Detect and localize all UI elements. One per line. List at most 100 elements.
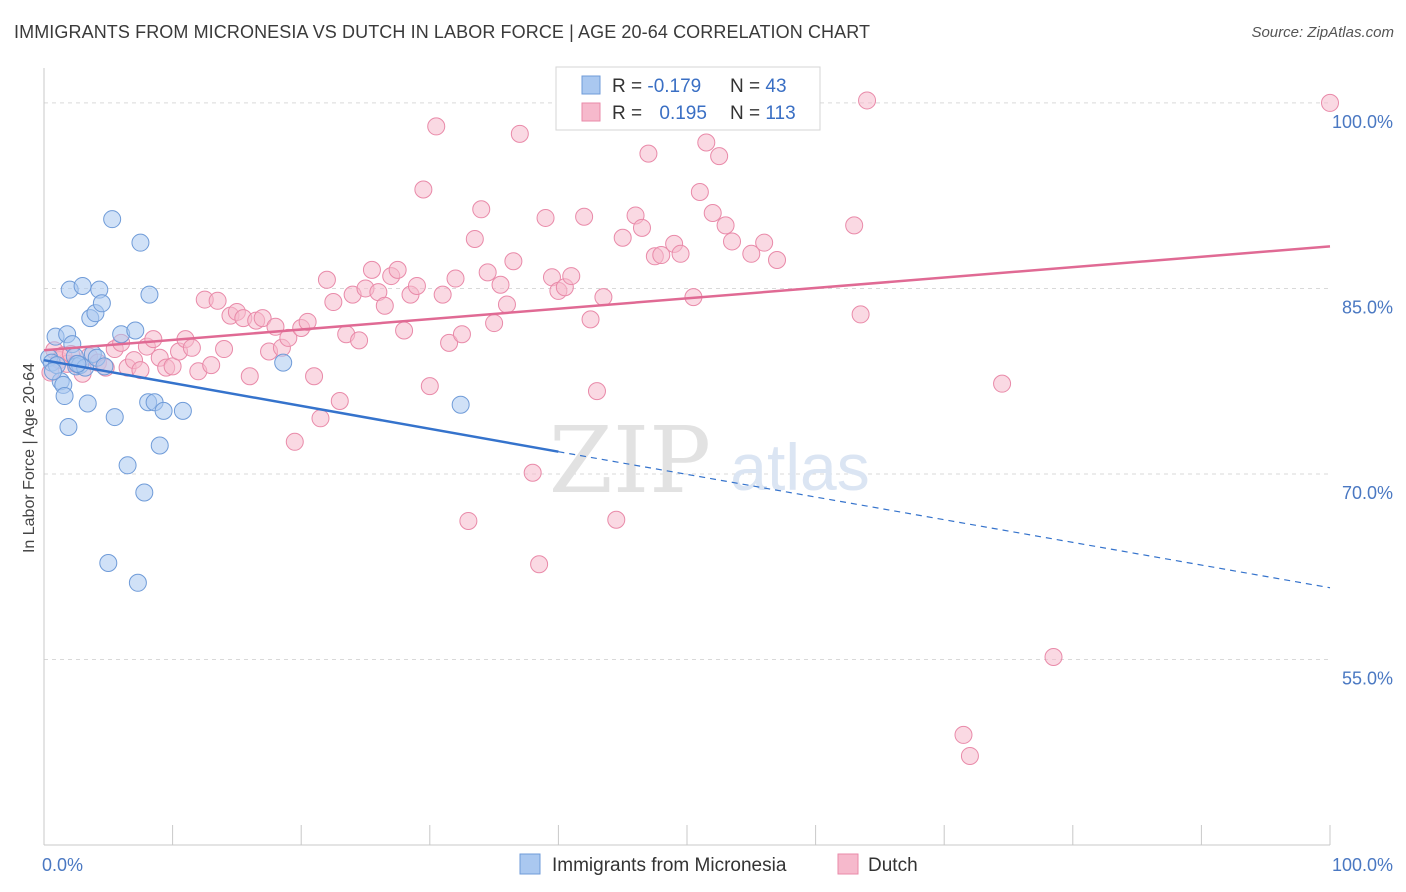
stats-swatch-micronesia <box>581 75 601 95</box>
data-point <box>128 573 147 592</box>
x-tick-label: 0.0% <box>42 855 83 875</box>
watermark: ZIP atlas <box>549 407 870 514</box>
data-point <box>163 357 182 376</box>
data-point <box>433 285 452 304</box>
data-point <box>311 409 330 428</box>
stats-legend-box: R = -0.179 N = 43 R = 0.195 N = 113 <box>555 66 821 131</box>
data-point <box>274 353 293 372</box>
data-point <box>154 401 173 420</box>
data-point <box>697 133 716 152</box>
data-point <box>446 269 465 288</box>
data-point <box>581 310 600 329</box>
y-tick-label: 55.0% <box>1342 668 1393 688</box>
svg-text:R = -0.179: R = -0.179 <box>612 76 701 97</box>
data-point <box>703 203 722 222</box>
data-point <box>131 233 150 252</box>
legend-swatch-micronesia <box>519 853 541 875</box>
data-point <box>202 356 221 375</box>
data-point <box>173 401 192 420</box>
svg-text:N = 43: N = 43 <box>730 76 787 97</box>
data-point <box>395 321 414 340</box>
data-point <box>414 180 433 199</box>
data-point <box>350 331 369 350</box>
legend-label-dutch: Dutch <box>868 855 918 876</box>
series-legend: Immigrants from Micronesia Dutch <box>519 853 918 876</box>
data-point <box>1321 93 1339 112</box>
data-point <box>126 321 145 340</box>
data-point <box>452 325 471 344</box>
data-point <box>305 367 324 386</box>
data-point <box>851 305 870 324</box>
data-point <box>607 510 626 529</box>
data-point <box>710 147 729 166</box>
data-point <box>92 294 111 313</box>
data-point <box>103 210 122 229</box>
data-point <box>324 293 343 312</box>
data-point <box>144 330 163 349</box>
svg-text:R = 0.195: R = 0.195 <box>612 103 707 124</box>
data-point <box>140 285 159 304</box>
data-point <box>536 208 555 227</box>
stats-r-value: -0.179 <box>647 76 701 97</box>
data-point <box>671 244 690 263</box>
data-point <box>118 456 137 475</box>
stats-n-value: 43 <box>765 76 786 97</box>
data-point <box>375 296 394 315</box>
data-point <box>407 276 426 295</box>
data-point <box>478 263 497 282</box>
data-point <box>1044 648 1063 667</box>
data-point <box>755 233 774 252</box>
data-point <box>420 377 439 396</box>
chart-title: IMMIGRANTS FROM MICRONESIA VS DUTCH IN L… <box>14 22 871 42</box>
data-point <box>298 312 317 331</box>
legend-swatch-dutch <box>837 853 859 875</box>
x-tick-label: 100.0% <box>1332 855 1393 875</box>
data-point <box>652 246 671 265</box>
trend-lines <box>43 245 1331 589</box>
trend-line-dutch <box>43 245 1331 352</box>
data-point <box>575 207 594 226</box>
stats-n-value: 113 <box>765 103 795 124</box>
y-tick-label: 70.0% <box>1342 483 1393 503</box>
data-point <box>858 91 877 110</box>
stats-n-label: N = <box>730 103 765 124</box>
data-point <box>716 216 735 235</box>
axes <box>43 68 1331 846</box>
data-point <box>523 463 542 482</box>
data-point <box>465 229 484 248</box>
data-point <box>388 260 407 279</box>
data-point <box>459 511 478 530</box>
data-point <box>182 338 201 357</box>
y-tick-label: 85.0% <box>1342 297 1393 317</box>
watermark-atlas: atlas <box>730 430 869 504</box>
data-point <box>639 144 658 163</box>
data-point <box>954 725 973 744</box>
data-point <box>253 309 272 328</box>
data-point <box>317 270 336 289</box>
data-point <box>330 391 349 410</box>
data-point <box>59 417 78 436</box>
data-point <box>55 387 74 406</box>
data-point <box>993 374 1012 393</box>
y-axis-label: In Labor Force | Age 20-64 <box>21 363 38 553</box>
data-point <box>530 555 549 574</box>
data-point <box>845 216 864 235</box>
watermark-zip: ZIP <box>549 407 711 514</box>
source-credit: Source: ZipAtlas.com <box>1251 24 1394 41</box>
data-point <box>99 554 118 573</box>
data-point <box>960 746 979 765</box>
data-point <box>150 436 169 455</box>
data-point <box>594 288 613 307</box>
data-point <box>78 394 97 413</box>
data-point <box>472 200 491 219</box>
data-point <box>135 483 154 502</box>
data-point <box>768 250 787 269</box>
stats-r-label: R = <box>612 76 647 97</box>
data-point <box>690 182 709 201</box>
legend-label-micronesia: Immigrants from Micronesia <box>552 855 787 876</box>
data-point <box>613 228 632 247</box>
data-point <box>562 267 581 286</box>
data-point <box>44 362 63 381</box>
data-point <box>497 295 516 314</box>
